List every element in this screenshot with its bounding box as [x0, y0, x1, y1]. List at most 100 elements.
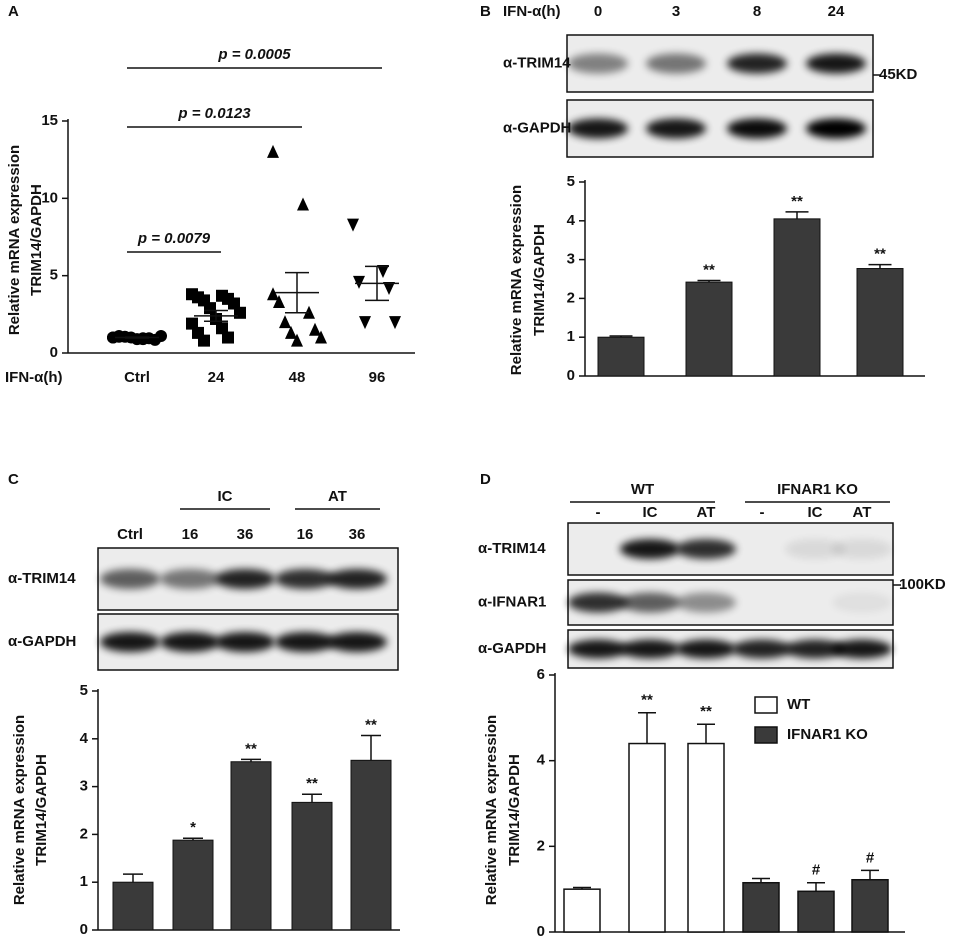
bar	[172, 839, 214, 931]
point	[285, 325, 297, 339]
bar	[628, 742, 666, 933]
x-tick-label: 48	[289, 369, 306, 386]
y-tick-label: 1	[567, 328, 575, 345]
point	[234, 306, 246, 319]
x-tick-label: 24	[208, 369, 225, 386]
band	[676, 592, 736, 613]
lane-label: 16	[297, 526, 314, 543]
point	[186, 317, 198, 330]
point	[309, 322, 321, 336]
significance: **	[306, 775, 318, 792]
y-tick-label: 2	[80, 825, 88, 842]
blot-label: α-TRIM14	[478, 540, 546, 557]
point	[279, 315, 291, 329]
band	[785, 539, 845, 559]
band	[275, 632, 335, 652]
lane-label: 24	[828, 3, 845, 20]
band	[727, 53, 787, 74]
band	[568, 118, 628, 139]
bar	[291, 801, 333, 931]
lane-label: 8	[753, 3, 761, 20]
point	[216, 322, 228, 335]
point	[315, 330, 327, 344]
bar	[851, 878, 889, 933]
point	[359, 316, 371, 330]
lane-label: Ctrl	[117, 526, 143, 543]
lane-label: 3	[672, 3, 680, 20]
bar	[230, 761, 272, 931]
band	[160, 632, 220, 652]
band	[676, 539, 736, 559]
point	[353, 275, 365, 289]
x-tick-label: Ctrl	[124, 369, 150, 386]
blot-label: α-GAPDH	[8, 633, 76, 650]
y-axis-title: Relative mRNA expression	[6, 145, 23, 335]
band	[215, 569, 275, 589]
blot-label: α-GAPDH	[503, 119, 571, 136]
p-value: p = 0.0079	[137, 230, 211, 247]
group-label: AT	[328, 488, 347, 505]
y-axis-title: Relative mRNA expression	[508, 185, 525, 375]
point	[228, 297, 240, 310]
band	[100, 632, 160, 652]
bar	[773, 218, 821, 377]
y-tick-label: 3	[567, 251, 575, 268]
y-tick-label: 3	[80, 778, 88, 795]
point	[297, 197, 309, 211]
lane-label: IC	[808, 504, 823, 521]
significance: **	[245, 740, 257, 757]
point	[155, 329, 167, 342]
band	[646, 53, 706, 74]
significance: **	[791, 193, 803, 210]
y-axis-title: TRIM14/GAPDH	[506, 754, 523, 866]
band	[727, 118, 787, 139]
point	[347, 218, 359, 232]
y-tick-label: 0	[80, 921, 88, 938]
band	[568, 592, 628, 613]
point	[222, 331, 234, 344]
lane-label: -	[596, 504, 601, 521]
lane-label: 16	[182, 526, 199, 543]
y-tick-label: 1	[80, 873, 88, 890]
bar	[112, 881, 154, 931]
significance: **	[365, 716, 377, 733]
p-value: p = 0.0123	[177, 105, 251, 122]
lane-label: -	[760, 504, 765, 521]
bar	[350, 759, 392, 931]
blot-label: α-IFNAR1	[478, 593, 546, 610]
panel-label: A	[8, 3, 19, 20]
significance: **	[703, 262, 715, 279]
y-tick-label: 4	[80, 730, 89, 747]
band	[806, 53, 866, 74]
legend-swatch	[754, 696, 778, 714]
significance: **	[700, 703, 712, 720]
point	[383, 282, 395, 296]
x-axis-title: IFN-α(h)	[503, 3, 561, 20]
lane-label: 0	[594, 3, 602, 20]
band	[620, 639, 680, 659]
y-tick-label: 15	[41, 112, 58, 129]
y-tick-label: 5	[80, 682, 88, 699]
bar	[742, 881, 780, 933]
blot-label: α-TRIM14	[8, 570, 76, 587]
bar	[797, 890, 835, 933]
y-tick-label: 5	[567, 173, 575, 190]
blot-label: α-TRIM14	[503, 54, 571, 71]
bar	[563, 888, 601, 933]
blot-label: α-GAPDH	[478, 640, 546, 657]
lane-label: AT	[697, 504, 716, 521]
y-axis-title: TRIM14/GAPDH	[531, 224, 548, 336]
y-tick-label: 2	[537, 837, 545, 854]
point	[198, 334, 210, 347]
group-label: WT	[631, 481, 654, 498]
bar	[856, 268, 904, 377]
band	[732, 639, 792, 659]
bar	[687, 742, 725, 933]
band	[100, 569, 160, 589]
point	[377, 265, 389, 279]
band	[806, 118, 866, 139]
panel-label: D	[480, 471, 491, 488]
point	[291, 333, 303, 347]
band	[676, 639, 736, 659]
x-axis-title: IFN-α(h)	[5, 369, 63, 386]
